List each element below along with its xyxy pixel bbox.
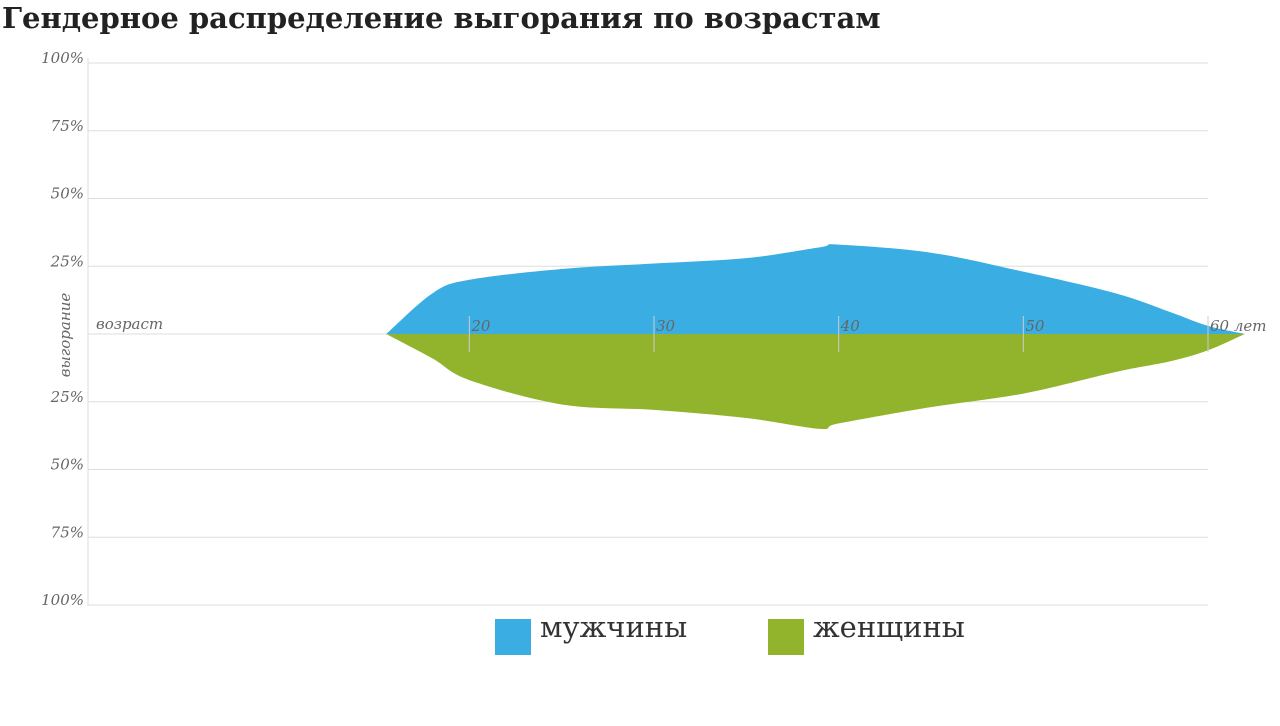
y-tick-label: 25% [50,388,84,406]
y-axis-label: выгорание [56,293,74,378]
x-tick-label: 50 [1025,317,1045,335]
y-tick-label: 50% [51,456,84,474]
legend-swatch [495,619,531,655]
y-tick-label: 100% [41,591,84,609]
x-tick-label: 30 [656,317,676,335]
area [386,244,1245,334]
x-axis-label: возраст [96,315,163,333]
chart-title: Гендерное распределение выгорания по воз… [2,1,881,35]
y-tick-label: 75% [51,523,84,541]
area [386,334,1245,430]
y-tick-label: 25% [50,252,84,270]
y-tick-label: 75% [51,117,84,135]
x-tick-label: 60 лет [1210,317,1267,335]
y-tick-label: 100% [41,49,84,67]
legend-swatch [768,619,804,655]
x-tick-label: 40 [840,317,861,335]
x-tick-label: 20 [470,317,491,335]
legend-label: женщины [813,610,965,644]
legend-label: мужчины [540,610,687,644]
y-tick-label: 50% [51,185,84,203]
